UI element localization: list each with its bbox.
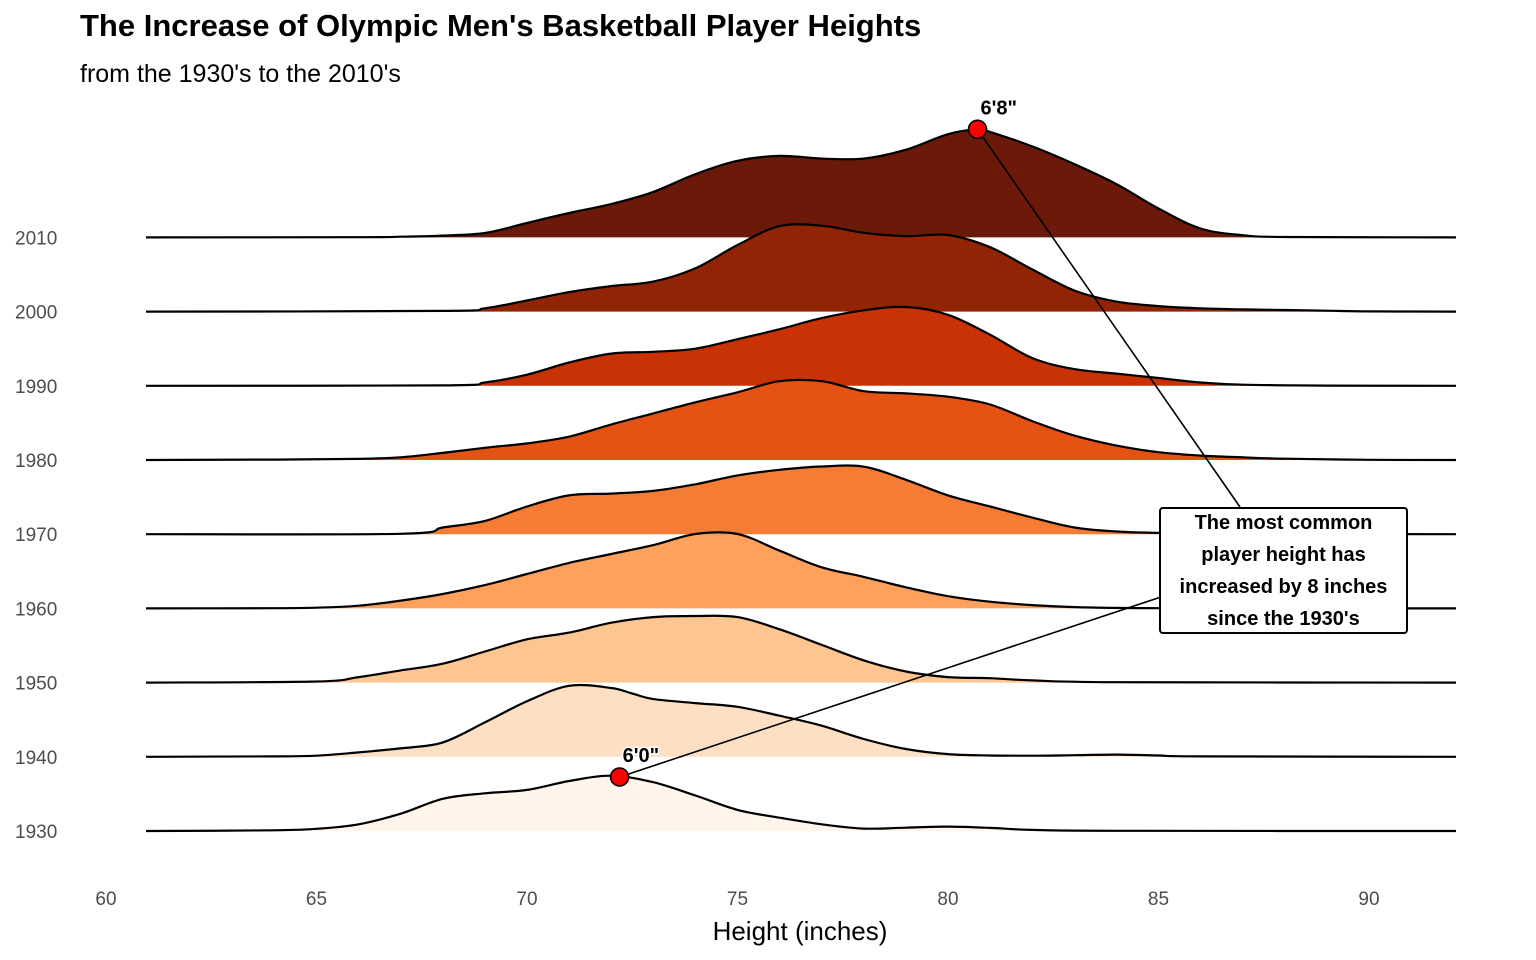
y-tick-label-1960: 1960 — [15, 599, 57, 620]
ridge-line-2000 — [146, 223, 1456, 313]
y-tick-label-2010: 2010 — [15, 228, 57, 249]
x-axis-ticks: 60 65 70 75 80 85 90 — [95, 889, 1379, 910]
ridge-layers — [146, 128, 1456, 833]
x-tick-label-65: 65 — [306, 889, 327, 910]
annotation-box: The most common player height has increa… — [1159, 507, 1408, 634]
x-axis-title: Height (inches) — [713, 916, 888, 946]
ridge-line-2010 — [146, 128, 1456, 239]
ridge-line-1990 — [146, 305, 1456, 387]
peak-label-1930: 6'0" — [623, 745, 659, 767]
ridge-fill-2000 — [148, 224, 1454, 312]
annotation-connector-2010 — [976, 128, 1241, 508]
y-tick-label-1980: 1980 — [15, 451, 57, 472]
y-tick-label-1950: 1950 — [15, 674, 57, 695]
y-tick-label-1930: 1930 — [15, 822, 57, 843]
ridge-line-1960 — [146, 531, 1456, 610]
peak-label-2010: 6'8" — [981, 97, 1017, 119]
ridge-line-1940 — [146, 683, 1456, 758]
x-tick-label-60: 60 — [95, 889, 116, 910]
chart-subtitle: from the 1930's to the 2010's — [80, 60, 401, 88]
y-tick-label-1970: 1970 — [15, 525, 57, 546]
peak-marker-2010 — [967, 119, 988, 140]
annotation-connector-1930 — [619, 595, 1165, 778]
x-tick-label-80: 80 — [937, 889, 958, 910]
ridge-fill-1980 — [148, 379, 1454, 460]
x-tick-label-75: 75 — [727, 889, 748, 910]
ridge-fill-1990 — [148, 306, 1454, 386]
ridge-fill-1970 — [148, 465, 1454, 535]
x-tick-label-90: 90 — [1358, 889, 1379, 910]
ridge-line-1930 — [146, 774, 1456, 833]
y-tick-label-2000: 2000 — [15, 303, 57, 324]
ridge-fill-1950 — [148, 615, 1454, 683]
ridge-fill-1960 — [148, 532, 1454, 609]
chart-title: The Increase of Olympic Men's Basketball… — [80, 8, 922, 43]
ridge-line-1970 — [146, 464, 1456, 536]
y-tick-label-1990: 1990 — [15, 377, 57, 398]
ridge-fill-2010 — [148, 129, 1454, 238]
y-tick-label-1940: 1940 — [15, 748, 57, 769]
annotation-text: The most common player height has increa… — [1179, 511, 1388, 630]
x-tick-label-85: 85 — [1148, 889, 1169, 910]
x-tick-label-70: 70 — [516, 889, 537, 910]
ridge-line-1980 — [146, 378, 1456, 462]
y-axis-ticks: 1930 1940 1950 1960 1970 1980 1990 2000 2010 — [15, 228, 57, 843]
ridge-line-1950 — [146, 614, 1456, 684]
peak-marker-1930 — [609, 767, 630, 787]
ridge-fill-1930 — [148, 775, 1454, 831]
